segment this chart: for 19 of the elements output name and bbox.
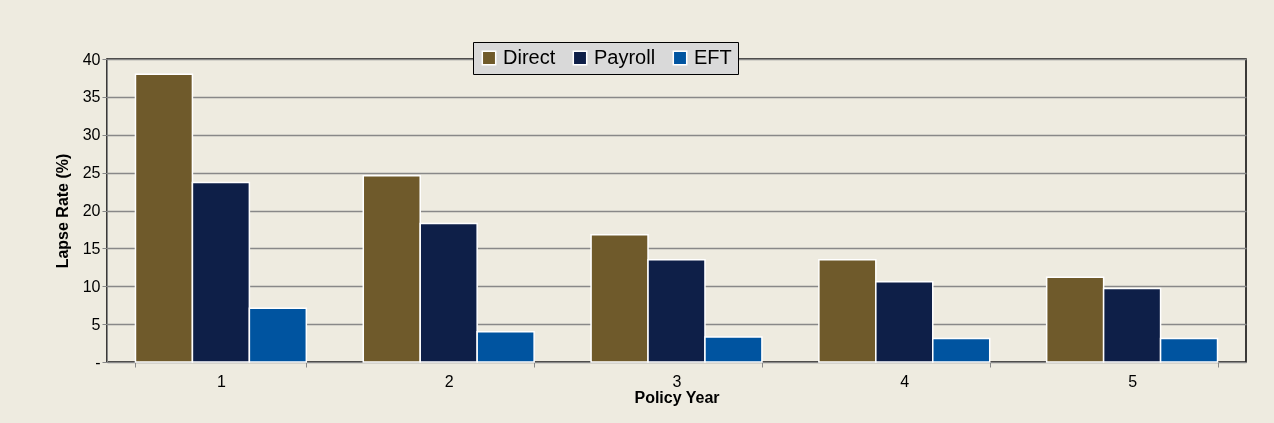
y-tick-label: 35 <box>82 88 101 106</box>
x-tick-label: 4 <box>900 372 910 390</box>
y-tick-label: - <box>95 353 101 371</box>
y-axis-title: Lapse Rate (%) <box>53 153 71 269</box>
x-axis-title: Policy Year <box>634 388 720 406</box>
x-tick-label: 5 <box>1128 372 1138 390</box>
legend-label: Direct <box>503 46 556 68</box>
y-tick-label: 5 <box>91 315 101 333</box>
legend-label: EFT <box>694 46 732 68</box>
y-tick-label: 30 <box>82 126 101 144</box>
y-tick-label: 20 <box>82 202 101 219</box>
legend-label: Payroll <box>594 46 656 68</box>
y-tick-label: 40 <box>82 50 101 68</box>
y-tick-label: 15 <box>82 239 101 257</box>
x-tick-label: 3 <box>672 372 682 390</box>
y-tick-label: 10 <box>82 277 101 295</box>
y-tick-label: 25 <box>82 164 101 182</box>
x-tick-label: 2 <box>444 372 454 390</box>
x-tick-label: 1 <box>216 372 226 390</box>
